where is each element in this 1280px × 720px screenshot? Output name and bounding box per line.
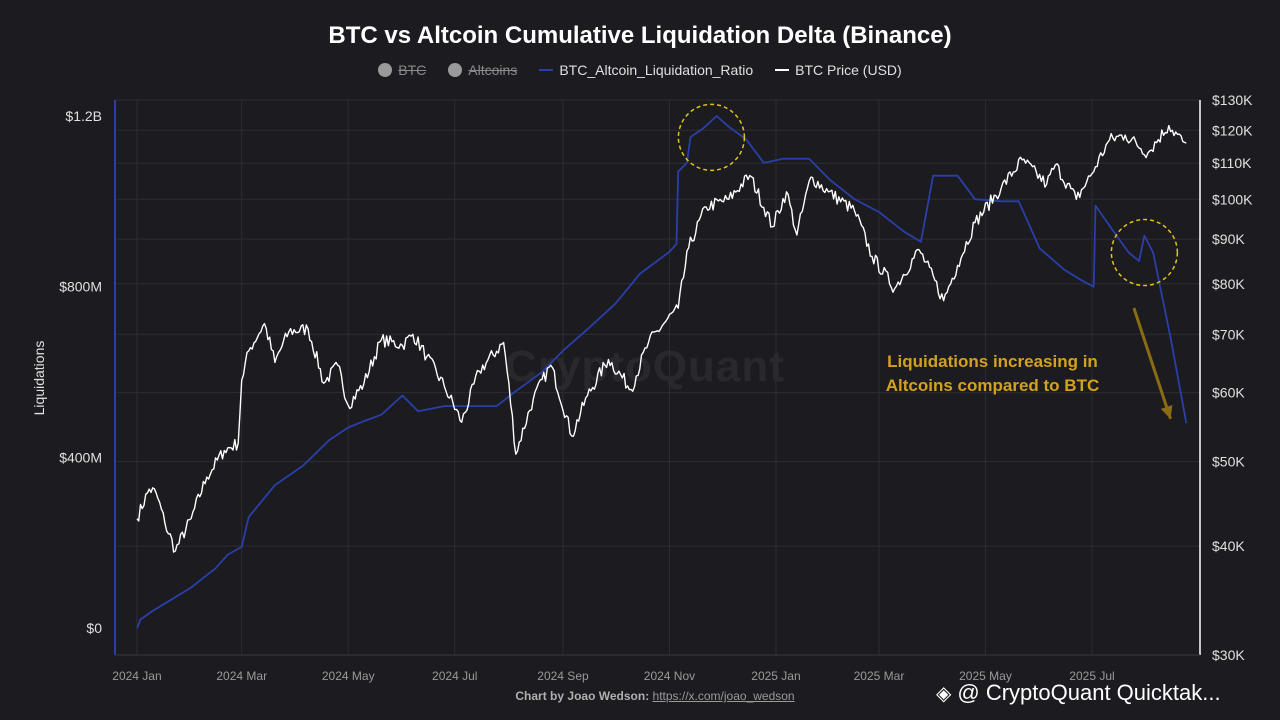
series-line-btc-price	[136, 124, 1187, 553]
y-left-tick-label: $1.2B	[65, 108, 102, 124]
chart-legend: BTC Altcoins BTC_Altcoin_Liquidation_Rat…	[0, 62, 1280, 78]
legend-label-altcoins: Altcoins	[468, 62, 518, 78]
y-right-tick-label: $120K	[1212, 122, 1253, 138]
legend-item-btc[interactable]: BTC	[378, 62, 426, 78]
x-tick-label: 2025 Jan	[751, 669, 800, 683]
x-tick-label: 2025 Mar	[854, 669, 905, 683]
x-tick-label: 2024 Jul	[432, 669, 477, 683]
legend-dot-icon	[448, 63, 463, 77]
legend-item-ratio[interactable]: BTC_Altcoin_Liquidation_Ratio	[539, 62, 753, 78]
y-right-tick-label: $90K	[1212, 231, 1245, 247]
credit-link[interactable]: https://x.com/joao_wedson	[652, 689, 795, 703]
y-right-tick-label: $110K	[1212, 155, 1252, 171]
highlight-circle	[677, 103, 746, 172]
binance-logo-icon: ◈	[936, 682, 952, 705]
chart-credit: Chart by Joao Wedson: https://x.com/joao…	[0, 689, 1280, 703]
legend-label-ratio: BTC_Altcoin_Liquidation_Ratio	[559, 62, 754, 78]
legend-dot-icon	[378, 63, 393, 77]
annotation-text: Liquidations increasing in Altcoins comp…	[885, 352, 1100, 395]
y-right-tick-label: $30K	[1212, 647, 1245, 663]
y-right-tick-label: $70K	[1212, 326, 1245, 342]
y-right-tick-label: $60K	[1212, 385, 1245, 401]
y-right-tick-label: $100K	[1212, 191, 1253, 207]
legend-line-icon	[775, 69, 790, 71]
credit-label: Chart by Joao Wedson:	[515, 689, 650, 703]
x-tick-label: 2025 Jul	[1069, 669, 1114, 683]
y-right-tick-label: $50K	[1212, 454, 1245, 470]
y-right-tick-label: $40K	[1212, 538, 1245, 554]
annotation-arrow	[1132, 307, 1172, 420]
y-right-tick-label: $80K	[1212, 276, 1245, 292]
legend-item-altcoins[interactable]: Altcoins	[448, 62, 517, 78]
legend-label-price: BTC Price (USD)	[795, 62, 902, 78]
y-left-tick-label: $800M	[59, 279, 102, 295]
chart-title: BTC vs Altcoin Cumulative Liquidation De…	[328, 22, 952, 49]
y-left-tick-label: $0	[86, 620, 102, 636]
series-line-ratio	[136, 115, 1188, 629]
legend-item-price[interactable]: BTC Price (USD)	[775, 62, 902, 78]
y-right-tick-label: $130K	[1212, 92, 1253, 108]
brand-text: @ CryptoQuant Quicktak...	[957, 680, 1221, 705]
x-tick-label: 2024 Jan	[112, 669, 161, 683]
highlight-circle	[1110, 218, 1179, 287]
y-left-tick-label: $400M	[59, 449, 102, 465]
legend-label-btc: BTC	[398, 62, 427, 78]
y-left-axis-label: Liquidations	[31, 341, 47, 416]
annotation-arrow-head	[1160, 405, 1173, 419]
x-tick-label: 2025 May	[959, 669, 1012, 683]
x-tick-label: 2024 Nov	[644, 669, 695, 683]
brand-watermark: ◈ @ CryptoQuant Quicktak...	[936, 680, 1221, 706]
legend-line-icon	[539, 69, 554, 71]
x-tick-label: 2024 May	[322, 669, 375, 683]
x-tick-label: 2024 Sep	[537, 669, 589, 683]
x-tick-label: 2024 Mar	[216, 669, 267, 683]
